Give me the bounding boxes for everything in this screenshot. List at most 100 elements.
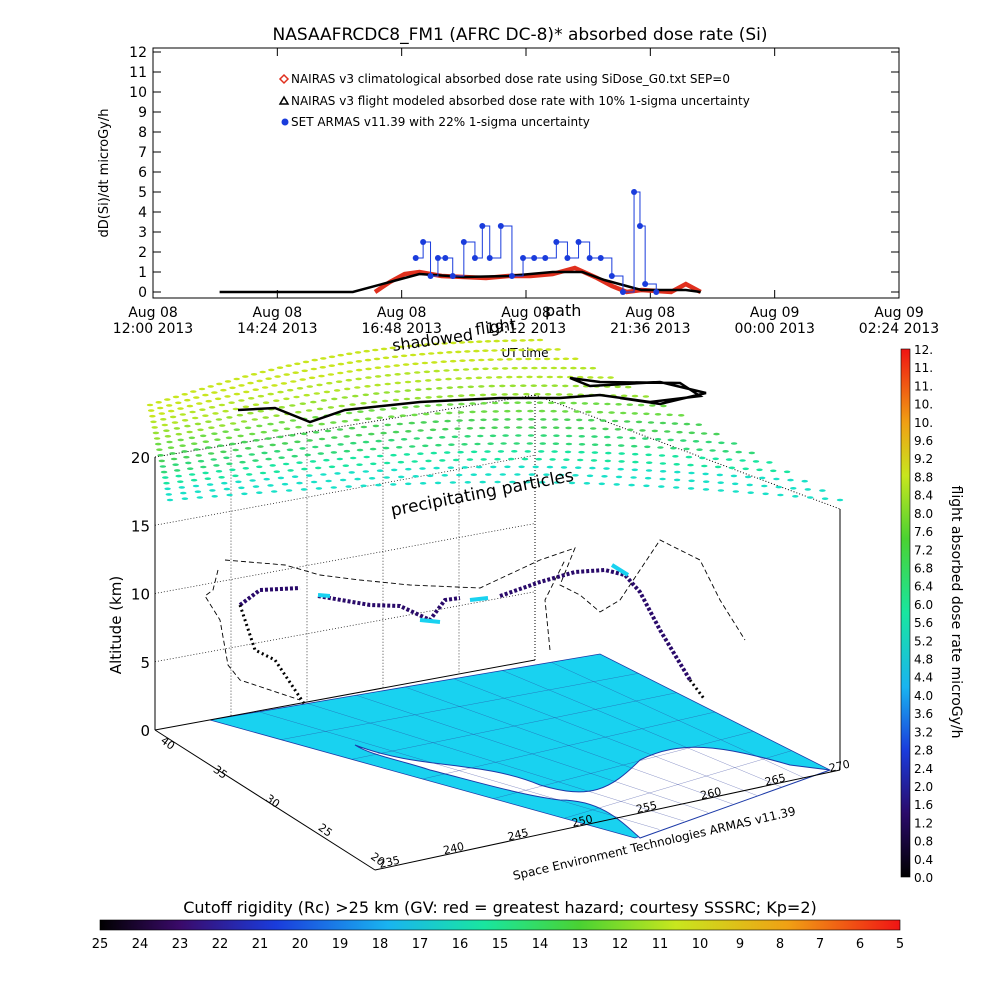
particle-cell: [205, 420, 212, 424]
particle-cell: [273, 470, 280, 474]
particle-cell: [425, 459, 432, 463]
particle-cell: [458, 402, 465, 406]
particle-cell: [602, 427, 609, 431]
particle-cell: [570, 401, 577, 405]
particle-cell: [226, 416, 233, 419]
dose-tick-label: 10.: [914, 398, 933, 412]
particle-cell: [211, 432, 218, 436]
particle-cell: [444, 419, 451, 423]
particle-cell: [247, 381, 254, 385]
particle-cell: [280, 382, 288, 385]
particle-cell: [550, 409, 557, 413]
particle-cell: [680, 439, 687, 442]
particle-cell: [552, 418, 559, 421]
cutoff-tick-label: 20: [292, 937, 309, 952]
particle-cell: [695, 423, 702, 427]
particle-cell: [487, 442, 494, 446]
particle-cell: [534, 392, 541, 396]
y-tick-label: 8: [138, 125, 147, 141]
particle-cell: [563, 458, 570, 462]
legend-label-climatological: NAIRAS v3 climatological absorbed dose r…: [291, 72, 730, 86]
particle-cell: [428, 352, 435, 355]
particle-cell: [442, 427, 449, 431]
particle-cell: [790, 487, 797, 490]
particle-cell: [146, 403, 154, 407]
particle-cell: [651, 429, 658, 433]
particle-cell: [433, 369, 440, 373]
particle-cell: [637, 403, 645, 407]
x-tick-label-time: 02:24 2013: [859, 321, 939, 337]
particle-cell: [714, 465, 722, 469]
particle-cell: [548, 401, 555, 405]
particle-cell: [360, 425, 368, 429]
particle-cell: [659, 477, 666, 481]
particle-cell: [787, 478, 794, 482]
particle-cell: [480, 458, 487, 461]
particle-cell: [256, 424, 263, 428]
particle-cell: [222, 430, 229, 434]
particle-cell: [538, 450, 545, 453]
particle-cell: [474, 442, 481, 446]
particle-cell: [659, 421, 667, 425]
particle-cell: [565, 442, 573, 446]
particle-cell: [490, 465, 497, 469]
particle-cell: [312, 416, 319, 419]
particle-cell: [262, 401, 270, 405]
particle-cell: [413, 437, 420, 440]
particle-cell: [761, 484, 768, 488]
particle-cell: [411, 460, 418, 463]
dose-tick-label: 7.6: [914, 525, 933, 539]
particle-cell: [512, 393, 519, 396]
particle-cell: [166, 498, 174, 502]
particle-cell: [421, 361, 429, 365]
particle-cell: [267, 484, 274, 487]
particle-cell: [269, 443, 276, 447]
particle-cell: [164, 398, 171, 401]
particle-cell: [328, 355, 336, 359]
top-chart-xlabel: UT time: [501, 346, 548, 360]
particle-cell: [341, 420, 349, 423]
particle-cell: [424, 404, 431, 408]
particle-cell: [301, 369, 308, 373]
particle-cell: [424, 343, 431, 346]
particle-cell: [315, 487, 323, 490]
particle-cell: [492, 367, 499, 370]
particle-cell: [501, 393, 508, 396]
cutoff-tick-label: 19: [332, 937, 349, 952]
particle-cell: [632, 452, 639, 456]
particle-cell: [267, 422, 274, 426]
particle-cell: [590, 427, 597, 430]
y-tick-label: 11: [129, 65, 147, 81]
armas-point: [460, 239, 467, 245]
particle-cell: [400, 438, 408, 441]
particle-cell: [446, 351, 453, 354]
particle-cell: [277, 390, 284, 394]
particle-cell: [184, 398, 191, 402]
particle-cell: [722, 450, 729, 453]
particle-cell: [356, 448, 364, 452]
particle-cell: [235, 454, 243, 458]
particle-cell: [215, 418, 223, 421]
particle-cell: [667, 438, 674, 442]
particle-cell: [388, 438, 395, 442]
particle-cell: [166, 404, 173, 407]
particle-cell: [555, 393, 563, 396]
particle-cell: [346, 352, 353, 356]
y-tick-label: 12: [129, 45, 147, 61]
x-tick-label-time: 21:36 2013: [610, 321, 690, 337]
particle-cell: [457, 411, 465, 414]
particle-cell: [312, 445, 319, 449]
particle-cell: [256, 465, 263, 469]
floor-front-edge: [374, 769, 841, 871]
particle-cell: [177, 407, 184, 410]
figure-title: NASAAFRCDC8_FM1 (AFRC DC-8)* absorbed do…: [273, 25, 768, 45]
dose-tick-label: 3.6: [914, 707, 933, 721]
particle-cell: [415, 344, 422, 347]
particle-cell: [188, 436, 196, 440]
particle-cell: [480, 418, 487, 422]
particle-cell: [183, 455, 190, 459]
cutoff-colorbar-label: Cutoff rigidity (Rc) >25 km (GV: red = g…: [183, 898, 817, 917]
armas-point: [471, 255, 478, 261]
x-tick-label-time: 12:00 2013: [113, 321, 193, 337]
particle-cell: [578, 443, 586, 446]
